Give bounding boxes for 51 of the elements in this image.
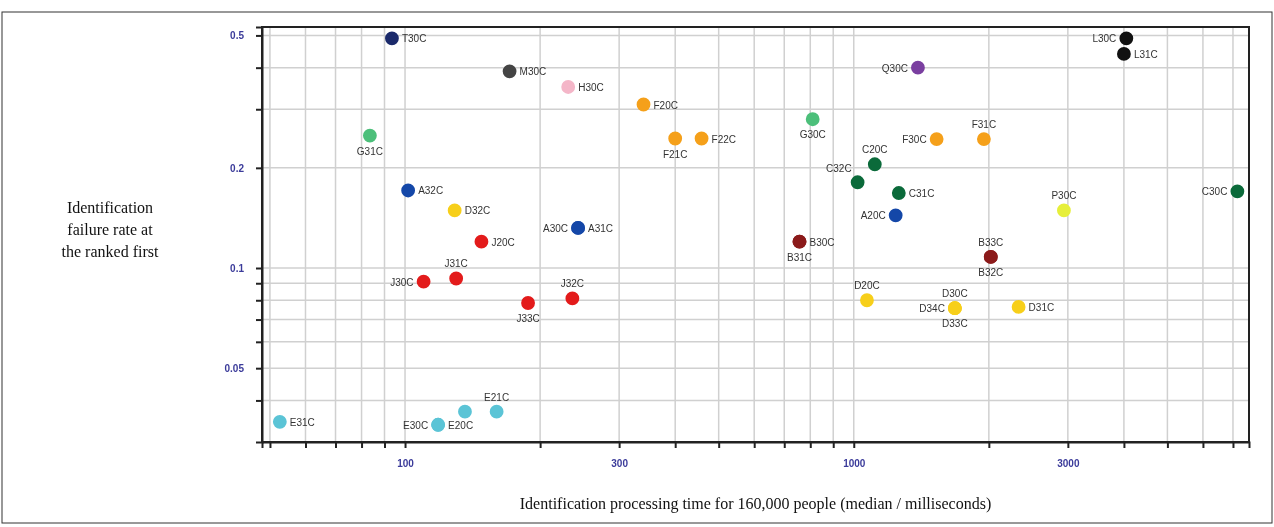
annotation: B32C	[978, 266, 1004, 278]
annotation: J30C	[390, 276, 414, 288]
annotation: L30C	[1092, 33, 1117, 45]
annotation: D20C	[854, 280, 880, 292]
annotation: F21C	[662, 148, 688, 160]
annotation: M30C	[519, 66, 547, 78]
annotation: D30C	[942, 288, 968, 300]
annotation: B30C	[809, 236, 835, 248]
y-tick-label: 0.5	[230, 30, 245, 42]
annotation: D33C	[942, 318, 968, 330]
annotation: E21C	[484, 391, 510, 403]
annotation: D34C	[919, 303, 945, 315]
y-axis-title: Identification failure rate at the ranked first	[61, 198, 159, 260]
annotation: G30C	[799, 129, 826, 141]
annotation: F20C	[653, 99, 678, 111]
annotation: J20C	[491, 236, 515, 248]
annotation: E30C	[403, 419, 429, 431]
annotation: C32C	[826, 163, 852, 175]
annotation: A20C	[860, 210, 886, 222]
annotation: F31C	[971, 119, 997, 131]
annotation: E31C	[289, 416, 315, 428]
y-tick-label: 0.1	[230, 262, 245, 274]
annotation: C30C	[1201, 186, 1228, 198]
annotation: C31C	[908, 188, 935, 200]
annotation: B31C	[787, 251, 813, 263]
annotation: Q30C	[881, 62, 908, 74]
annotation: L31C	[1133, 48, 1158, 60]
annotation: B33C	[978, 236, 1004, 248]
x-tick-label: 3000	[1057, 458, 1080, 470]
annotation: F30C	[902, 134, 927, 146]
annotation: J31C	[444, 258, 468, 270]
x-axis-title: Identification processing time for 160,000 people (median / milliseconds)	[519, 495, 992, 513]
annotation: D32C	[464, 205, 491, 217]
y-tick-label: 0.05	[224, 362, 245, 374]
annotation: C20C	[862, 144, 888, 156]
y-tick-label: 0.2	[230, 162, 245, 174]
annotation: P30C	[1051, 190, 1077, 202]
x-tick-label: 300	[611, 458, 629, 470]
x-tick-label: 1000	[843, 458, 866, 470]
x-tick-label: 100	[397, 458, 415, 470]
annotation: E20C	[448, 419, 474, 431]
annotation: A30C	[543, 222, 569, 234]
annotation: A32C	[418, 185, 444, 197]
annotation: A31C	[588, 222, 614, 234]
annotation: G31C	[356, 145, 383, 157]
annotation: F22C	[711, 133, 737, 145]
annotation: J32C	[560, 278, 585, 290]
annotation: T30C	[401, 33, 427, 45]
annotation: D31C	[1028, 301, 1055, 313]
annotation: J33C	[516, 312, 540, 324]
annotation: H30C	[578, 81, 604, 93]
